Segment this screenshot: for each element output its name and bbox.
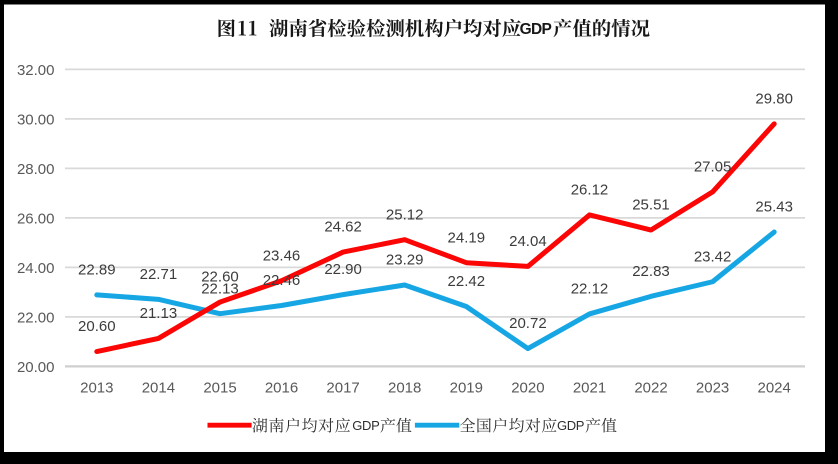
svg-text:2023: 2023: [696, 379, 729, 396]
svg-text:22.71: 22.71: [140, 266, 178, 283]
svg-text:2018: 2018: [388, 379, 421, 396]
svg-text:22.90: 22.90: [324, 261, 362, 278]
svg-text:23.29: 23.29: [386, 252, 424, 269]
svg-text:2014: 2014: [142, 379, 175, 396]
svg-text:26.00: 26.00: [17, 211, 55, 228]
svg-text:22.60: 22.60: [201, 269, 239, 286]
svg-text:22.13: 22.13: [201, 280, 239, 297]
svg-text:GDP: GDP: [557, 418, 584, 433]
svg-text:22.00: 22.00: [17, 310, 55, 327]
svg-text:24.04: 24.04: [509, 233, 547, 250]
svg-text:20.60: 20.60: [78, 318, 116, 335]
svg-text:2017: 2017: [326, 379, 359, 396]
svg-text:30.00: 30.00: [17, 112, 55, 129]
svg-text:2021: 2021: [573, 379, 606, 396]
svg-text:20.72: 20.72: [509, 315, 547, 332]
svg-text:2015: 2015: [203, 379, 236, 396]
svg-text:20.00: 20.00: [17, 359, 55, 376]
svg-text:22.42: 22.42: [448, 273, 486, 290]
svg-text:22.46: 22.46: [263, 272, 301, 289]
svg-text:GDP: GDP: [520, 21, 552, 38]
svg-text:29.80: 29.80: [755, 90, 793, 107]
svg-text:26.12: 26.12: [571, 182, 609, 199]
svg-text:24.19: 24.19: [448, 229, 486, 246]
svg-text:32.00: 32.00: [17, 62, 55, 79]
svg-text:24.00: 24.00: [17, 260, 55, 277]
svg-text:2016: 2016: [265, 379, 298, 396]
svg-text:25.51: 25.51: [632, 197, 670, 214]
svg-text:25.12: 25.12: [386, 206, 424, 223]
svg-text:28.00: 28.00: [17, 161, 55, 178]
svg-text:2019: 2019: [450, 379, 483, 396]
svg-text:2020: 2020: [511, 379, 544, 396]
svg-text:24.62: 24.62: [324, 219, 362, 236]
svg-text:2024: 2024: [758, 379, 791, 396]
svg-text:2013: 2013: [80, 379, 113, 396]
svg-text:22.89: 22.89: [78, 262, 116, 279]
svg-text:27.05: 27.05: [694, 159, 732, 176]
svg-text:21.13: 21.13: [140, 305, 178, 322]
svg-text:25.43: 25.43: [755, 199, 793, 216]
svg-text:GDP: GDP: [352, 418, 379, 433]
svg-text:23.46: 23.46: [263, 247, 301, 264]
svg-text:22.83: 22.83: [632, 263, 670, 280]
svg-text:23.42: 23.42: [694, 248, 732, 265]
svg-text:22.12: 22.12: [571, 281, 609, 298]
svg-text:2022: 2022: [634, 379, 667, 396]
